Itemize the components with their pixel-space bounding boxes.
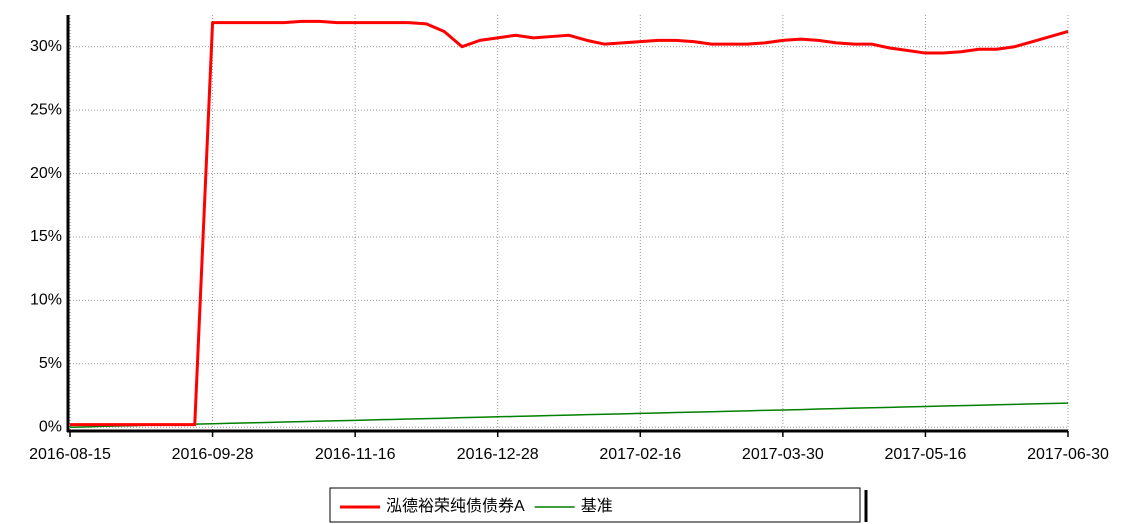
y-tick-label: 25%	[30, 101, 62, 118]
x-tick-label: 2016-09-28	[172, 446, 254, 463]
y-tick-label: 30%	[30, 38, 62, 55]
legend-label: 泓德裕荣纯债债券A	[386, 497, 525, 515]
legend-box	[329, 487, 861, 523]
series-line	[69, 402, 1069, 428]
x-tick-label: 2016-11-16	[315, 446, 396, 463]
x-tick-label: 2016-12-28	[457, 446, 539, 463]
y-tick-label: 20%	[30, 165, 62, 182]
y-tick-label: 10%	[30, 292, 62, 309]
y-tick-label: 15%	[30, 228, 62, 245]
x-tick-label: 2016-08-15	[29, 446, 111, 463]
x-tick-label: 2017-02-16	[599, 446, 681, 463]
legend-label: 基准	[581, 497, 613, 515]
series-line	[70, 19, 1069, 427]
x-tick-label: 2017-06-30	[1027, 446, 1109, 463]
y-tick-label: 5%	[39, 355, 62, 372]
x-tick-label: 2017-05-16	[885, 446, 967, 463]
x-tick-label: 2017-03-30	[742, 446, 824, 463]
y-tick-label: 0%	[39, 418, 62, 435]
